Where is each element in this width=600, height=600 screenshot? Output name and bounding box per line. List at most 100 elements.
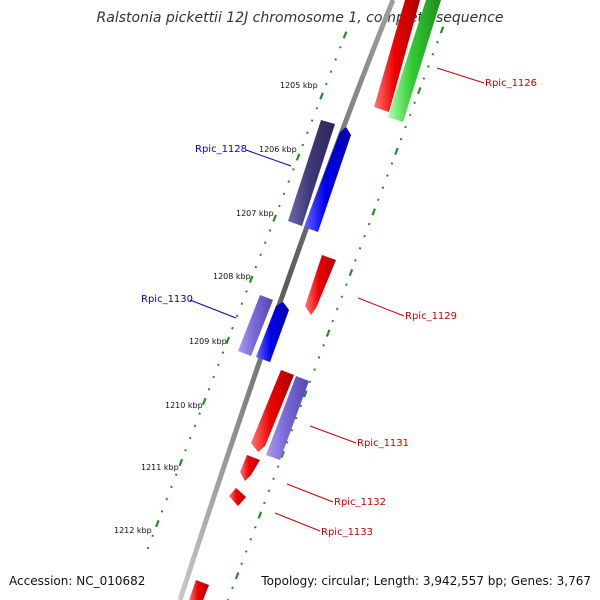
ruler-dot (439, 26, 445, 34)
ruler-dot (348, 268, 354, 277)
ruler-dot (165, 497, 169, 501)
gene-feature-rpic-1126-red[interactable] (374, 0, 420, 112)
ruler-dot (280, 450, 285, 459)
ruler-dot (263, 501, 266, 505)
ruler-dot (240, 562, 243, 565)
ruler-dot (272, 477, 275, 481)
ruler-dot (226, 598, 230, 600)
gene-label-rpic-1130[interactable]: Rpic_1130 (141, 294, 193, 305)
ruler-dot (422, 77, 426, 80)
ruler-dot (217, 363, 220, 367)
gene-feature-rpic-1130-light[interactable] (238, 295, 273, 356)
ruler-dot (416, 87, 422, 95)
ruler-dot (201, 397, 207, 406)
leader-line-rpic-1130 (189, 299, 237, 319)
ruler-dot (315, 107, 319, 110)
ruler-dot (295, 153, 301, 161)
ruler-dot (178, 458, 184, 467)
ruler-dot (299, 404, 303, 408)
ruler-dot (381, 186, 385, 189)
ruler-dot (231, 586, 234, 590)
ruler-dot (254, 265, 258, 269)
ruler-dot (329, 70, 333, 73)
ruler-dot (146, 546, 150, 550)
ruler-dots (146, 26, 445, 600)
ruler-dot (263, 241, 267, 244)
leader-line-rpic-1131 (309, 425, 357, 444)
ruler-dot (322, 344, 325, 347)
leader-line-rpic-1126 (436, 67, 485, 84)
ruler-label: 1206 kbp (259, 145, 297, 154)
gene-label-rpic-1128[interactable]: Rpic_1128 (195, 144, 247, 155)
ruler-dot (225, 336, 231, 344)
ruler-dot (342, 31, 348, 39)
ruler-dot (427, 65, 430, 68)
gene-feature-rpic-1131-light[interactable] (266, 376, 309, 460)
ruler-label: 1208 kbp (213, 272, 251, 281)
gene-label-rpic-1129[interactable]: Rpic_1129 (405, 311, 457, 322)
ruler-dot (319, 92, 324, 100)
gene-feature-rpic-1130-blue[interactable] (256, 302, 289, 362)
gene-label-rpic-1132[interactable]: Rpic_1132 (334, 497, 386, 508)
ruler-dot (184, 449, 187, 452)
ruler-dot (294, 416, 298, 420)
ruler-dot (235, 314, 239, 318)
ruler-dot (324, 82, 328, 86)
gene-features (189, 0, 441, 600)
ruler-dot (174, 473, 178, 476)
ruler-dot (394, 147, 399, 155)
ruler-dot (313, 368, 316, 371)
gene-feature-rpic-1133[interactable] (229, 488, 246, 506)
ruler-dot (354, 259, 357, 262)
ruler-dot (358, 247, 362, 250)
ruler-dot (301, 143, 305, 147)
ruler-dot (310, 119, 314, 122)
ruler-dot (363, 234, 366, 238)
ruler-dot (371, 208, 376, 216)
gene-label-rpic-1133[interactable]: Rpic_1133 (321, 527, 373, 538)
ruler-dot (268, 229, 272, 232)
ruler-dot (408, 113, 412, 117)
ruler-dot (170, 485, 173, 489)
ruler-dot (249, 538, 253, 541)
ruler-dot (276, 465, 280, 468)
gene-feature-rpic-1131-red[interactable] (251, 370, 294, 452)
gene-feature-rpic-1128-dark[interactable] (288, 120, 335, 226)
leader-line-rpic-1133 (274, 512, 321, 532)
gene-label-rpic-1131[interactable]: Rpic_1131 (357, 438, 409, 449)
gene-feature-rpic-1128-blue[interactable] (304, 127, 351, 232)
leader-line-rpic-1128 (245, 149, 292, 167)
gene-feature-partial-bottom[interactable] (189, 580, 209, 600)
ruler-dot (376, 198, 380, 202)
gene-feature-rpic-1129[interactable] (305, 255, 336, 315)
ruler-dot (287, 180, 291, 183)
ruler-dot (231, 326, 234, 330)
ruler-dot (207, 387, 211, 391)
ruler-label: 1211 kbp (141, 463, 179, 472)
ruler-label: 1209 kbp (189, 337, 227, 346)
ruler-dot (431, 52, 435, 56)
ruler-dot (188, 436, 192, 440)
gene-labels: Rpic_1126 Rpic_1128 Rpic_1129 Rpic_1130 … (141, 78, 537, 538)
ruler-dot (198, 412, 201, 415)
gene-feature-rpic-1126-green[interactable] (388, 0, 441, 122)
ruler-label: 1207 kbp (236, 209, 274, 218)
ruler-dot (399, 137, 403, 141)
ruler-dot (245, 290, 248, 293)
ruler-dot (292, 168, 295, 171)
ruler-dot (317, 356, 321, 359)
ruler-label: 1212 kbp (114, 526, 152, 535)
ruler-dot (248, 275, 254, 283)
gene-label-rpic-1126[interactable]: Rpic_1126 (485, 78, 537, 89)
ruler-dot (334, 58, 337, 61)
ruler-dot (303, 390, 308, 398)
gene-feature-rpic-1132[interactable] (240, 455, 260, 481)
accession-text: Accession: NC_010682 (9, 574, 146, 588)
leader-line-rpic-1132 (286, 483, 334, 503)
topology-text: Topology: circular; Length: 3,942,557 bp… (261, 574, 591, 588)
ruler-dot (331, 319, 335, 323)
ruler-dot (367, 222, 371, 226)
ruler-dot (257, 511, 263, 519)
